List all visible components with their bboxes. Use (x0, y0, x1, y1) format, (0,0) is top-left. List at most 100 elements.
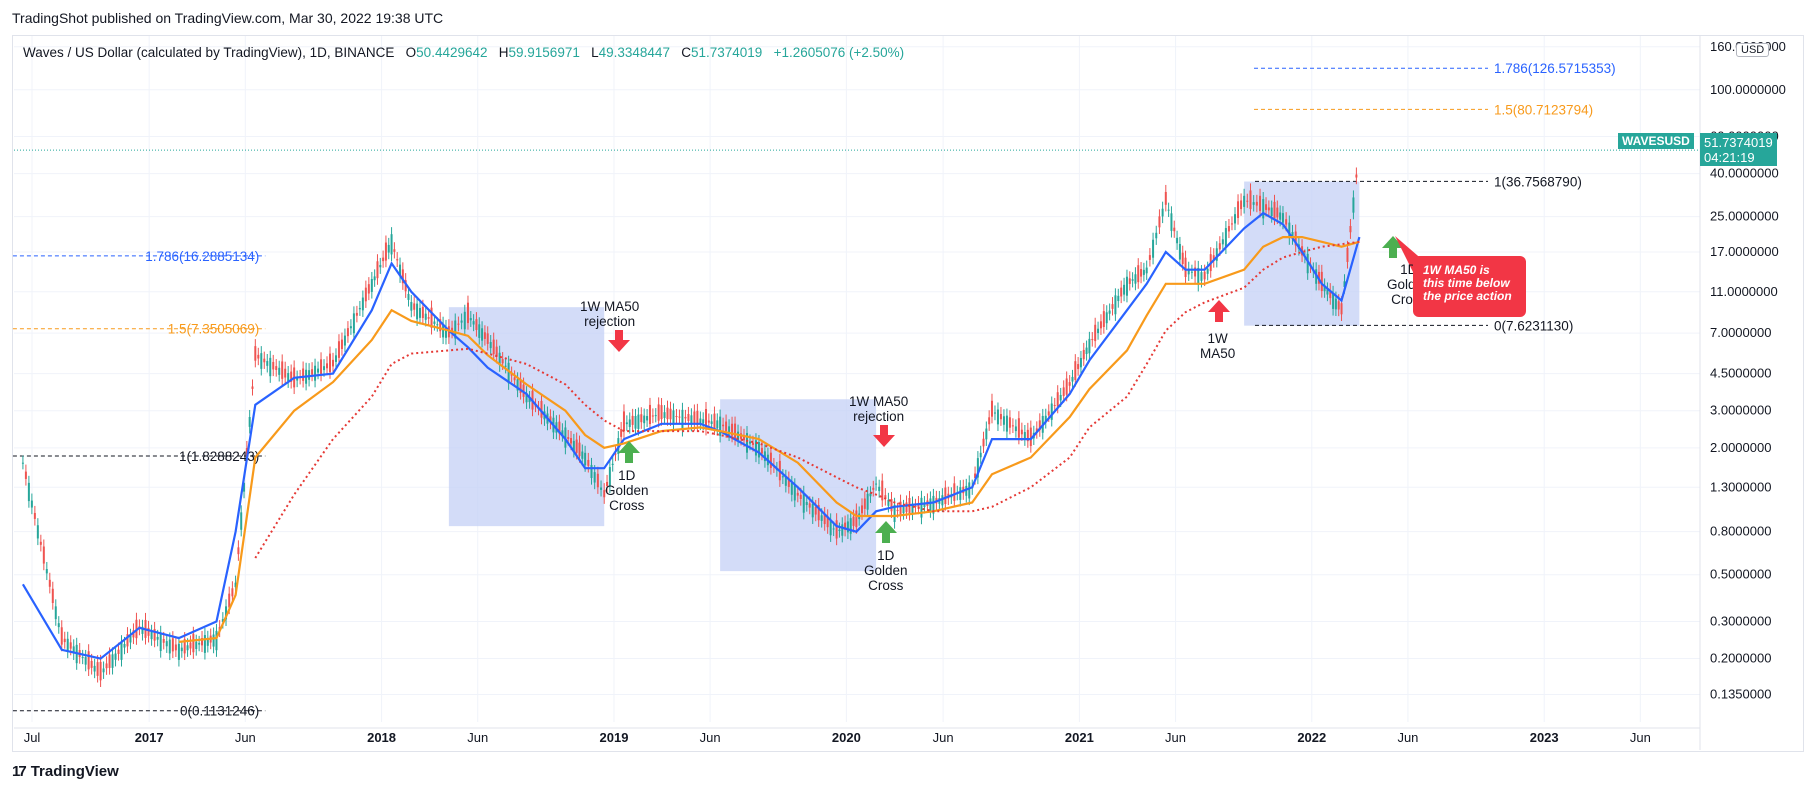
fib-level-label: 1(1.8288243) (179, 449, 259, 464)
candle-body (549, 416, 552, 423)
candle-body (346, 328, 349, 337)
candle-body (959, 487, 962, 500)
candle-body (1230, 223, 1233, 225)
candle-body (390, 234, 393, 255)
candle-body (790, 482, 793, 495)
candle-body (737, 431, 740, 441)
candle-body (123, 643, 126, 648)
candle-body (221, 619, 224, 622)
candle-body (1349, 225, 1352, 233)
y-tick-label: 0.8000000 (1710, 524, 1771, 539)
candle-body (968, 482, 971, 499)
candle-body (953, 483, 956, 501)
candle-body (823, 513, 826, 525)
candle-body (637, 414, 640, 429)
candle-body (896, 509, 899, 512)
candle-body (581, 451, 584, 459)
candle-body (454, 320, 457, 339)
candle-body (1082, 349, 1085, 360)
arrow-golden-cross-2 (875, 521, 897, 543)
candle-body (1002, 416, 1005, 425)
candle-body (1134, 274, 1137, 284)
candle-body (1190, 271, 1193, 273)
candle-body (787, 478, 790, 487)
candle-body (90, 660, 93, 668)
candle-body (352, 313, 355, 334)
candle-body (705, 408, 708, 429)
candle-body (748, 441, 751, 444)
candle-body (820, 515, 823, 521)
candle-body (1148, 255, 1151, 260)
candle-body (472, 321, 475, 325)
candle-body (675, 416, 678, 418)
candle-body (1243, 195, 1246, 207)
candle-body (849, 518, 852, 534)
candle-body (872, 487, 875, 490)
candle-body (168, 639, 171, 654)
candle-body (1279, 212, 1282, 220)
candle-body (1234, 214, 1237, 224)
candle-body (734, 423, 737, 439)
candle-body (1323, 285, 1326, 292)
candle-body (570, 438, 573, 444)
candle-body (646, 416, 649, 421)
candle-body (1105, 312, 1108, 324)
candle-body (251, 386, 254, 389)
x-tick-label: 2022 (1297, 730, 1326, 745)
arrow-rejection-1 (608, 330, 630, 352)
candle-body (793, 485, 796, 501)
x-tick-label: Jun (700, 730, 721, 745)
candle-body (1142, 269, 1145, 275)
candle-body (63, 638, 66, 643)
candle-body (999, 413, 1002, 420)
candle-body (231, 588, 234, 597)
y-tick-label: 0.5000000 (1710, 567, 1771, 582)
candle-body (990, 400, 993, 417)
candle-body (832, 528, 835, 530)
candle-body (1097, 328, 1100, 334)
candle-body (1068, 382, 1071, 386)
annotation-golden-cross-2: 1D Golden Cross (864, 548, 908, 593)
candle-body (743, 435, 746, 441)
candle-body (1294, 231, 1297, 246)
candle-body (941, 495, 944, 506)
x-tick-label: Jun (1630, 730, 1651, 745)
symbol-badge: WAVESUSD (1618, 133, 1694, 149)
tradingview-logo[interactable]: 17 TradingView (12, 763, 119, 780)
candle-body (596, 473, 599, 488)
candle-body (578, 442, 581, 457)
callout-ma50-below: 1W MA50 is this time below the price actio… (1413, 256, 1526, 317)
candle-body (39, 541, 42, 545)
candle-body (923, 503, 926, 507)
candle-body (1221, 239, 1224, 245)
candle-body (590, 464, 593, 479)
candle-body (1011, 425, 1014, 427)
fib-level-label: 1.5(80.7123794) (1494, 102, 1593, 117)
y-tick-label: 3.0000000 (1710, 403, 1771, 418)
y-tick-label: 4.5000000 (1710, 366, 1771, 381)
candle-body (1346, 247, 1349, 262)
candle-body (1128, 278, 1131, 284)
candle-body (320, 359, 323, 375)
candle-body (1131, 279, 1134, 281)
candle-body (1227, 226, 1230, 232)
candle-body (1267, 207, 1270, 211)
candle-body (317, 368, 320, 373)
candle-body (1071, 376, 1074, 382)
candle-body (814, 506, 817, 515)
legend-high: H59.9156971 (498, 45, 580, 60)
candle-body (358, 308, 361, 310)
candle-body (852, 516, 855, 526)
candle-body (1120, 287, 1123, 297)
candle-body (331, 359, 334, 367)
currency-label[interactable]: USD (1736, 43, 1770, 57)
candle-body (1181, 252, 1184, 265)
y-tick-label: 7.0000000 (1710, 325, 1771, 340)
x-tick-label: 2023 (1530, 730, 1559, 745)
candle-body (660, 405, 663, 420)
candle-body (376, 261, 379, 279)
y-tick-label: 2.0000000 (1710, 440, 1771, 455)
candle-body (640, 414, 643, 423)
fib-level-label: 0(0.1131246) (180, 704, 259, 719)
